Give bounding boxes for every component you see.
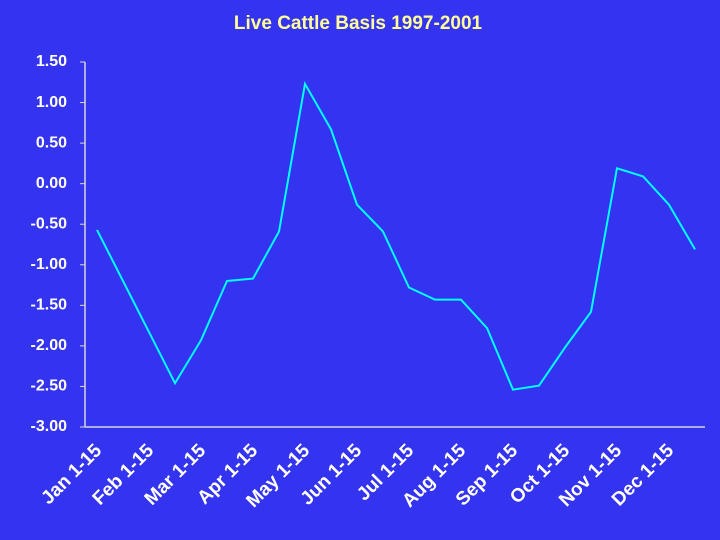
y-tick-label: -2.00 bbox=[31, 337, 68, 354]
y-tick-label: 0.00 bbox=[36, 175, 67, 192]
y-tick-label: -3.00 bbox=[31, 418, 68, 435]
data-line bbox=[96, 81, 696, 391]
y-tick-label: 0.50 bbox=[36, 134, 67, 151]
y-tick-label: -2.50 bbox=[31, 378, 68, 395]
chart-title: Live Cattle Basis 1997-2001 bbox=[234, 13, 483, 34]
y-tick-label: -1.00 bbox=[31, 256, 68, 273]
y-tick-label: -0.50 bbox=[31, 215, 68, 232]
y-tick-label: 1.00 bbox=[36, 94, 67, 111]
y-tick-label: -1.50 bbox=[31, 297, 68, 314]
y-tick-label: 1.50 bbox=[36, 53, 67, 70]
